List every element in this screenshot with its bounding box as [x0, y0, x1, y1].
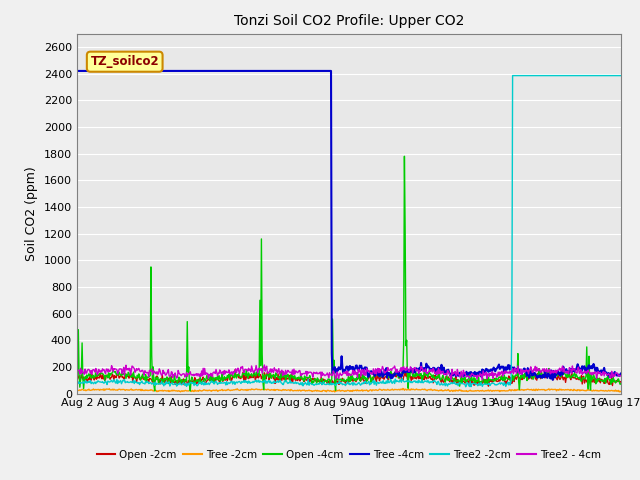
Tree -4cm	[83, 68, 90, 74]
Tree2 - 4cm	[416, 368, 424, 373]
Open -2cm	[416, 373, 424, 379]
Line: Open -2cm: Open -2cm	[77, 370, 621, 386]
Open -2cm	[223, 375, 230, 381]
Tree -2cm	[139, 387, 147, 393]
Tree -2cm	[399, 385, 407, 391]
Open -4cm	[73, 376, 81, 382]
Open -2cm	[194, 380, 202, 386]
Open -2cm	[73, 375, 81, 381]
Line: Tree -2cm: Tree -2cm	[77, 388, 621, 392]
Line: Tree2 -2cm: Tree2 -2cm	[77, 75, 621, 387]
Tree2 -2cm	[462, 384, 470, 390]
Tree -4cm	[617, 371, 625, 376]
Tree -2cm	[83, 387, 90, 393]
Tree2 -2cm	[415, 377, 422, 383]
Open -2cm	[139, 374, 147, 380]
Tree2 -2cm	[73, 379, 81, 385]
Tree2 - 4cm	[83, 370, 90, 376]
Open -4cm	[401, 154, 408, 159]
Tree2 - 4cm	[617, 373, 625, 379]
Line: Open -4cm: Open -4cm	[77, 156, 621, 391]
Line: Tree2 - 4cm: Tree2 - 4cm	[77, 365, 621, 380]
Tree2 -2cm	[431, 378, 438, 384]
Text: TZ_soilco2: TZ_soilco2	[90, 55, 159, 68]
Tree2 -2cm	[617, 72, 625, 78]
Open -4cm	[617, 381, 625, 387]
Tree -2cm	[417, 387, 424, 393]
Tree2 -2cm	[509, 72, 516, 78]
X-axis label: Time: Time	[333, 414, 364, 427]
Tree -2cm	[433, 388, 440, 394]
Tree2 -2cm	[83, 380, 90, 386]
Tree2 - 4cm	[194, 371, 202, 376]
Open -2cm	[431, 372, 439, 378]
Open -2cm	[617, 379, 625, 384]
Tree -2cm	[331, 389, 339, 395]
Y-axis label: Soil CO2 (ppm): Soil CO2 (ppm)	[25, 166, 38, 261]
Tree -4cm	[139, 68, 147, 74]
Open -2cm	[231, 367, 239, 372]
Open -4cm	[417, 372, 424, 377]
Tree2 - 4cm	[139, 368, 147, 373]
Legend: Open -2cm, Tree -2cm, Open -4cm, Tree -4cm, Tree2 -2cm, Tree2 - 4cm: Open -2cm, Tree -2cm, Open -4cm, Tree -4…	[92, 445, 605, 464]
Tree -4cm	[549, 377, 557, 383]
Tree -2cm	[194, 388, 202, 394]
Tree -2cm	[73, 387, 81, 393]
Tree2 - 4cm	[431, 370, 439, 375]
Tree -2cm	[223, 387, 230, 393]
Open -4cm	[433, 376, 440, 382]
Open -4cm	[223, 372, 231, 378]
Open -2cm	[484, 383, 492, 389]
Open -4cm	[83, 372, 90, 378]
Tree -2cm	[617, 389, 625, 395]
Open -2cm	[83, 379, 90, 384]
Tree2 - 4cm	[260, 362, 268, 368]
Open -4cm	[139, 372, 147, 377]
Open -4cm	[151, 388, 159, 394]
Open -4cm	[195, 378, 202, 384]
Tree -4cm	[73, 68, 81, 74]
Tree2 -2cm	[223, 379, 230, 384]
Line: Tree -4cm: Tree -4cm	[77, 71, 621, 380]
Tree2 - 4cm	[223, 369, 230, 375]
Tree -4cm	[431, 365, 438, 371]
Tree2 - 4cm	[73, 371, 81, 377]
Title: Tonzi Soil CO2 Profile: Upper CO2: Tonzi Soil CO2 Profile: Upper CO2	[234, 14, 464, 28]
Tree -4cm	[223, 68, 230, 74]
Tree2 - 4cm	[479, 377, 486, 383]
Tree -4cm	[415, 366, 422, 372]
Tree2 -2cm	[139, 380, 147, 386]
Tree2 -2cm	[194, 383, 202, 388]
Tree -4cm	[194, 68, 202, 74]
